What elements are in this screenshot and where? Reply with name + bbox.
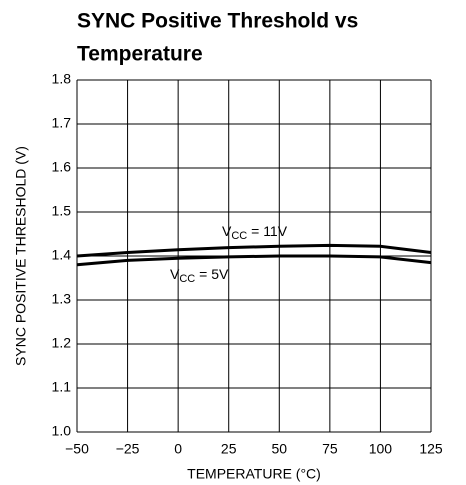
y-tick-label: 1.2: [52, 335, 72, 351]
y-tick-label: 1.6: [52, 159, 72, 175]
x-tick-label: 50: [271, 441, 287, 457]
y-tick-label: 1.8: [52, 71, 72, 87]
series-line: [76, 254, 432, 267]
annotation-text: = 11V: [247, 223, 287, 239]
x-axis-label: TEMPERATURE (°C): [187, 466, 321, 482]
annotation-text: = 5V: [195, 266, 229, 282]
annotation: VCC = 5V: [170, 266, 229, 285]
annotation-base: V: [170, 266, 180, 282]
x-tick-label: 75: [322, 441, 338, 457]
chart-title: SYNC Positive Threshold vs: [77, 10, 358, 33]
x-tick-label: −25: [116, 441, 140, 457]
series-line: [76, 243, 432, 258]
annotation-base: V: [222, 223, 232, 239]
y-tick-label: 1.1: [52, 379, 72, 395]
y-tick-label: 1.0: [52, 423, 72, 439]
y-tick-label: 1.3: [52, 291, 72, 307]
annotation-sub: CC: [179, 273, 195, 285]
y-tick-label: 1.4: [52, 247, 72, 263]
annotation: VCC = 11V: [222, 223, 288, 242]
x-tick-label: 0: [174, 441, 182, 457]
y-tick-label: 1.5: [52, 203, 72, 219]
y-axis-label: SYNC POSITIVE THRESHOLD (V): [13, 146, 29, 366]
y-tick-label: 1.7: [52, 115, 72, 131]
x-tick-label: 25: [221, 441, 237, 457]
chart-title: Temperature: [77, 43, 203, 66]
x-tick-label: −50: [65, 441, 89, 457]
x-tick-label: 125: [419, 441, 443, 457]
annotation-sub: CC: [231, 230, 247, 242]
x-tick-label: 100: [369, 441, 393, 457]
